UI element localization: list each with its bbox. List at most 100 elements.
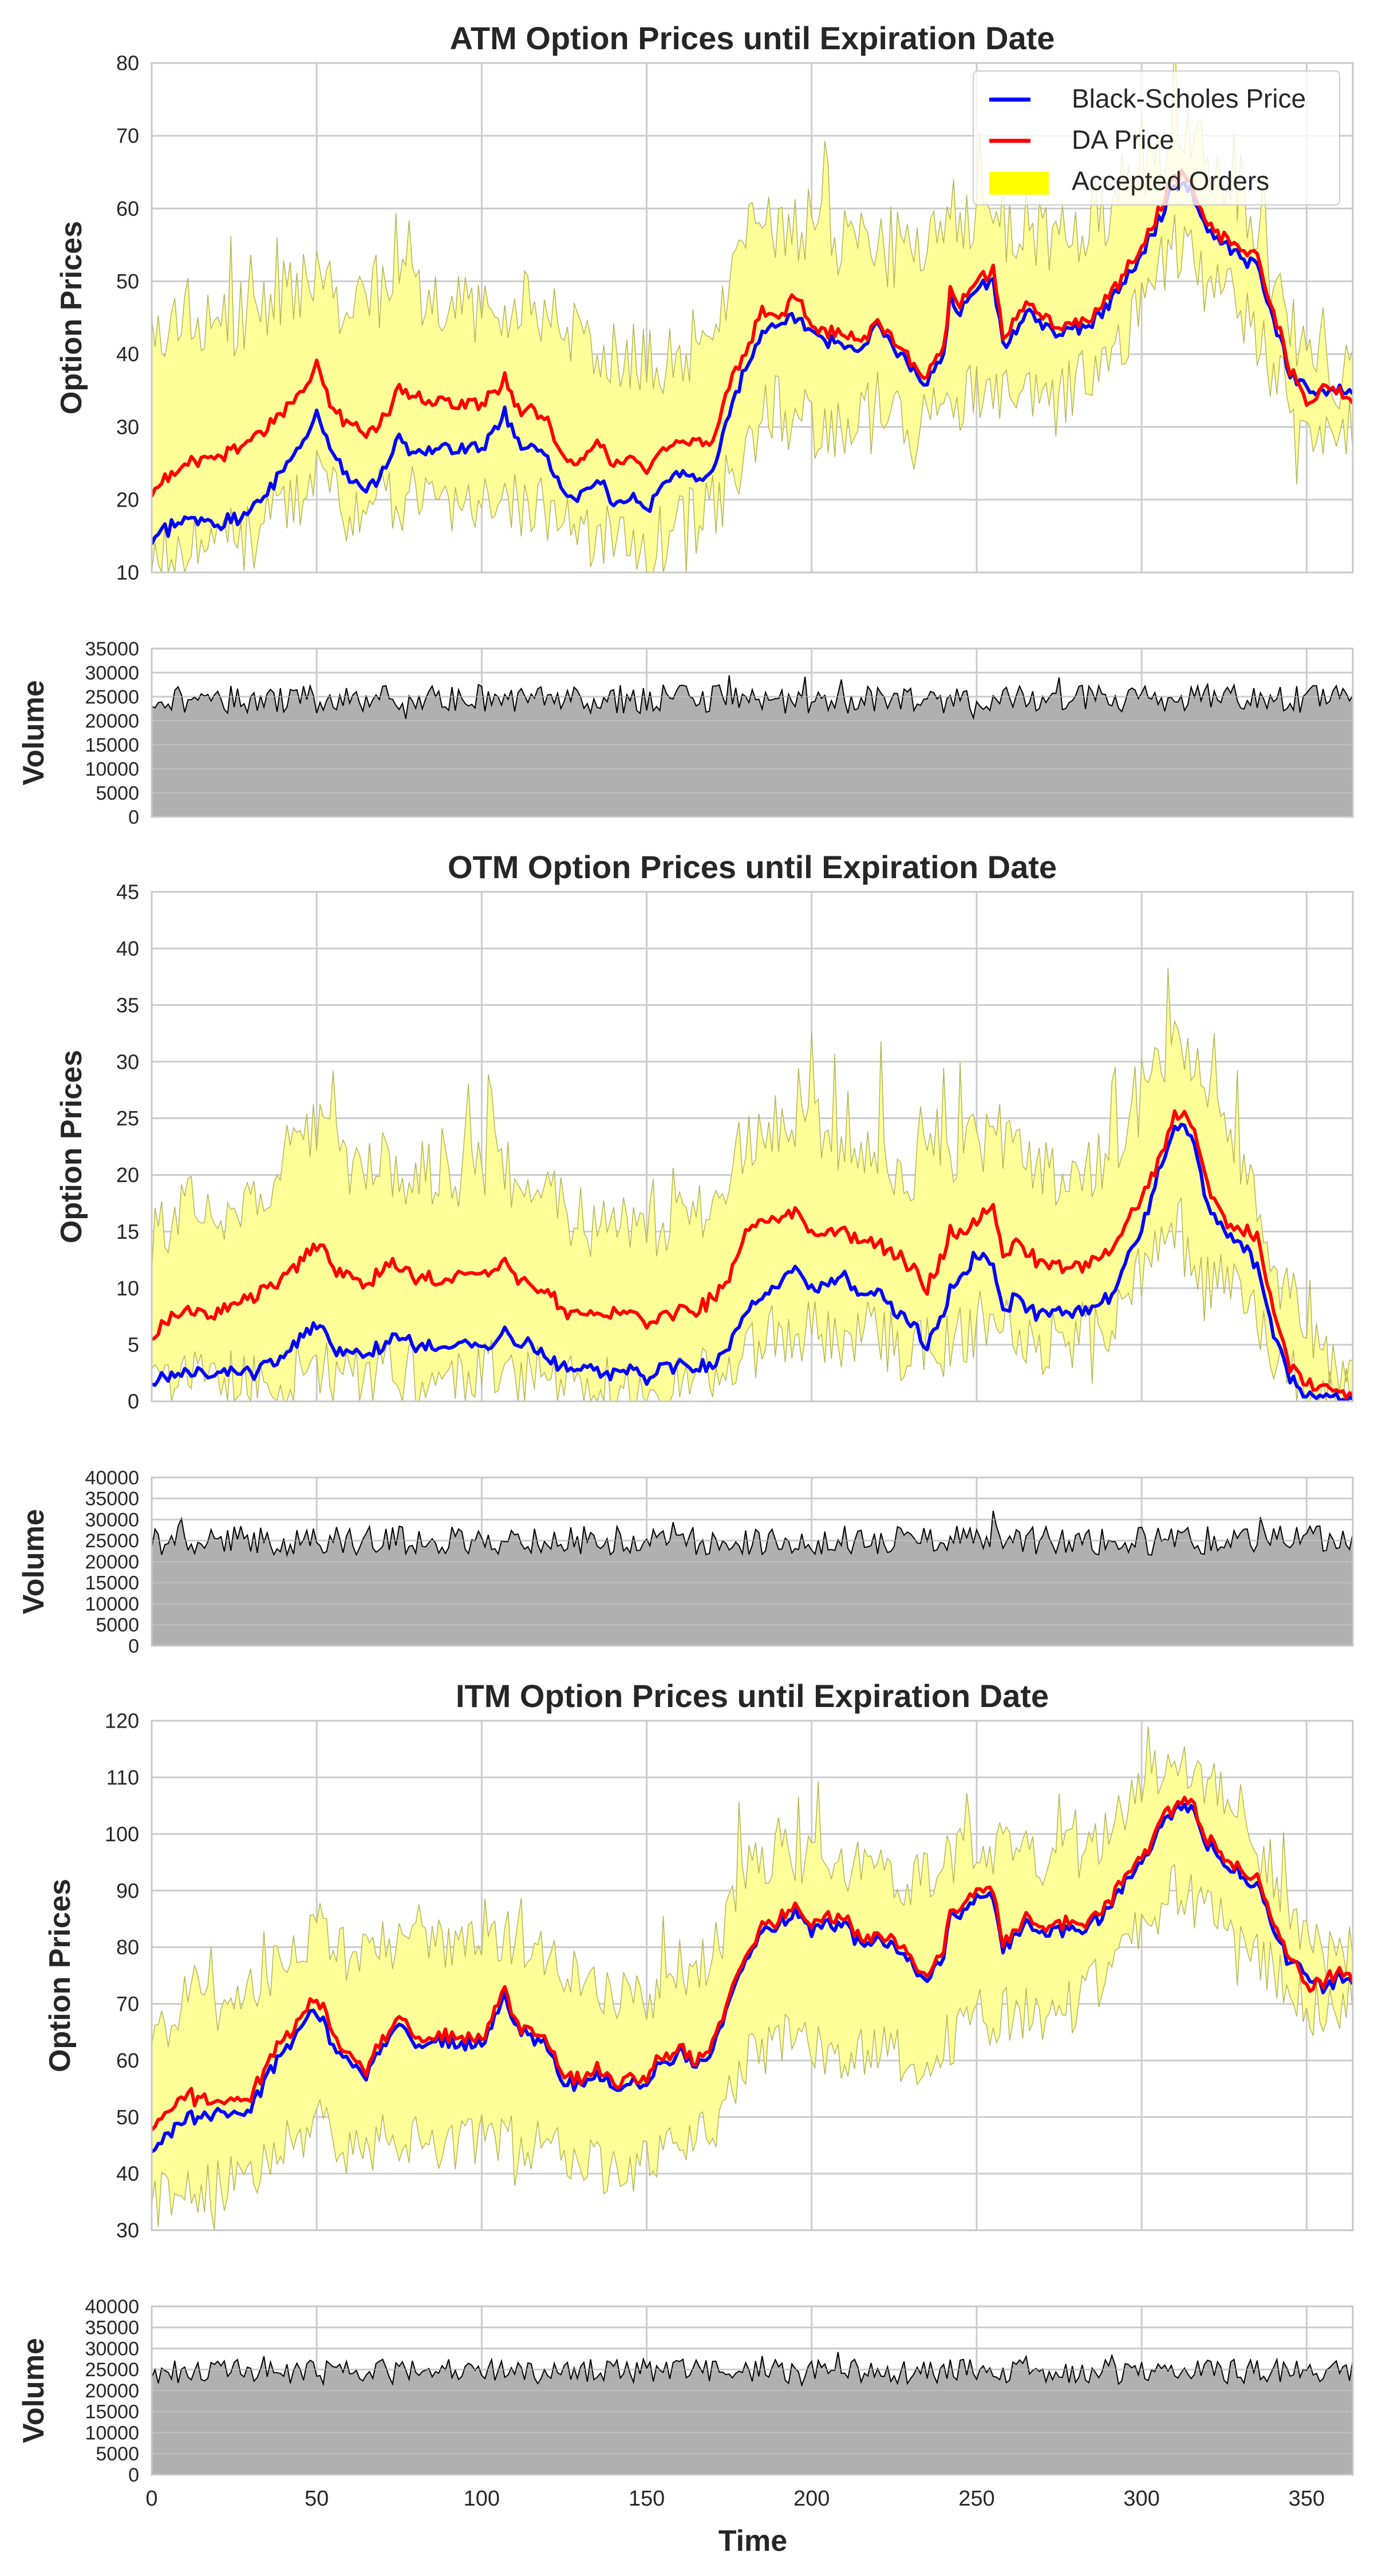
itm_price-da-price-line	[152, 1795, 1353, 2131]
atm_price-ytick-label: 30	[116, 415, 139, 438]
itm_volume-ytick-label: 30000	[85, 2338, 139, 2360]
itm_price-y-axis-label: Option Prices	[44, 1879, 77, 2072]
itm_price-ytick-label: 30	[116, 2219, 139, 2242]
otm_volume-ytick-label: 20000	[85, 1551, 139, 1573]
itm_volume-xtick-label: 150	[629, 2487, 665, 2511]
itm_volume-xtick-label: 50	[305, 2487, 329, 2511]
atm_price-black-scholes-line	[152, 180, 1353, 545]
otm_volume-ytick-label: 0	[128, 1635, 139, 1657]
otm_price-title: OTM Option Prices until Expiration Date	[448, 849, 1057, 885]
itm_price-ytick-label: 50	[116, 2105, 139, 2129]
atm_price-da-price-line	[152, 168, 1353, 497]
otm_price-ytick-label: 0	[128, 1390, 139, 1413]
otm_price-ytick-label: 35	[116, 993, 139, 1017]
itm_volume-xtick-label: 350	[1289, 2487, 1325, 2511]
itm_volume-xtick-label: 200	[793, 2487, 830, 2511]
atm_volume-ytick-label: 25000	[85, 686, 139, 708]
itm_price-panel: 30 40 50 60 70 80 90 100 110 120 Option Prices ITM …	[44, 1678, 1354, 2242]
atm_volume-ytick-label: 35000	[85, 638, 139, 660]
atm_price-ytick-label: 10	[116, 561, 139, 584]
x-axis-label: Time	[718, 2524, 787, 2558]
otm_volume-ytick-label: 35000	[85, 1488, 139, 1510]
otm_volume-ytick-label: 40000	[85, 1467, 139, 1489]
itm_volume-ytick-label: 35000	[85, 2317, 139, 2339]
atm_price-accepted-orders-band	[152, 63, 1353, 572]
atm_volume-ytick-label: 0	[128, 807, 139, 828]
itm_volume-xtick-label: 100	[464, 2487, 500, 2511]
atm_price-ytick-label: 60	[116, 197, 139, 220]
itm_volume-ytick-label: 10000	[85, 2422, 139, 2444]
otm_volume-ytick-label: 30000	[85, 1509, 139, 1531]
itm_price-ytick-label: 60	[116, 2049, 139, 2072]
atm_volume-ytick-label: 20000	[85, 710, 139, 732]
otm_price-y-axis-label: Option Prices	[55, 1050, 88, 1243]
otm_volume-ytick-label: 15000	[85, 1573, 139, 1594]
itm_price-ytick-label: 70	[116, 1992, 139, 2016]
atm_price-title: ATM Option Prices until Expiration Date	[450, 20, 1055, 56]
otm_volume-plot-area	[152, 1477, 1353, 1646]
otm_price-accepted-orders-band	[152, 967, 1353, 1401]
itm_volume-xtick-label: 300	[1123, 2487, 1159, 2511]
otm_volume-volume-area	[152, 1511, 1353, 1646]
otm_volume-y-axis-label: Volume	[17, 1509, 50, 1614]
atm_volume-volume-area	[152, 675, 1353, 817]
itm_volume-ytick-label: 0	[128, 2464, 139, 2486]
atm_price-frame	[151, 62, 1354, 574]
itm_volume-volume-area	[152, 2352, 1353, 2475]
itm_volume-panel: 0500010000150002000025000300003500040000…	[17, 2296, 1354, 2511]
otm_volume-panel: 0500010000150002000025000300003500040000…	[17, 1467, 1354, 1657]
itm_price-ytick-label: 90	[116, 1879, 139, 1902]
atm_volume-frame	[151, 647, 1354, 818]
otm_price-panel: 0 5 10 15 20 25 30 35 40 45 Option Prices OTM Optio…	[55, 849, 1354, 1413]
itm_volume-plot-area	[152, 2306, 1353, 2475]
itm_price-ytick-label: 40	[116, 2162, 139, 2186]
itm_volume-ytick-label: 40000	[85, 2296, 139, 2318]
otm_price-frame	[151, 891, 1354, 1402]
otm_price-ytick-label: 25	[116, 1107, 139, 1130]
atm_volume-plot-area	[152, 649, 1353, 817]
legend-bs-label: Black-Scholes Price	[1072, 84, 1306, 113]
otm_price-ytick-label: 10	[116, 1277, 139, 1300]
itm_price-accepted-orders-band	[152, 1726, 1353, 2230]
atm_volume-ytick-label: 15000	[85, 734, 139, 756]
otm_price-ytick-label: 5	[128, 1333, 139, 1357]
itm_volume-xtick-label: 250	[958, 2487, 994, 2511]
itm_volume-ytick-label: 25000	[85, 2359, 139, 2381]
itm_volume-frame	[151, 2305, 1354, 2476]
atm_price-ytick-label: 40	[116, 342, 139, 366]
atm_price-ytick-label: 80	[116, 52, 139, 75]
otm_price-ytick-label: 30	[116, 1050, 139, 1073]
itm_volume-y-axis-label: Volume	[17, 2338, 50, 2443]
atm_price-ytick-label: 70	[116, 124, 139, 148]
legend: Black-Scholes Price DA Price Accepted Or…	[973, 70, 1340, 206]
itm_volume-xtick-label: 0	[145, 2487, 157, 2511]
otm_volume-ytick-label: 5000	[96, 1614, 139, 1636]
otm_price-ytick-label: 40	[116, 937, 139, 960]
itm_volume-volume-line	[152, 2352, 1353, 2387]
legend-band-label: Accepted Orders	[1072, 166, 1269, 196]
itm_price-ytick-label: 110	[106, 1765, 139, 1789]
atm_volume-y-axis-label: Volume	[17, 680, 50, 785]
atm_price-plot-area	[152, 63, 1353, 572]
itm_price-ytick-label: 120	[105, 1709, 139, 1733]
otm_price-ytick-label: 45	[116, 880, 139, 904]
otm_volume-ytick-label: 25000	[85, 1530, 139, 1552]
itm_price-frame	[151, 1720, 1354, 2231]
legend-band-swatch	[989, 172, 1049, 195]
itm_price-title: ITM Option Prices until Expiration Date	[456, 1678, 1049, 1714]
itm_volume-ytick-label: 5000	[96, 2443, 139, 2465]
itm_volume-ytick-label: 15000	[85, 2401, 139, 2423]
atm_price-y-axis-label: Option Prices	[55, 221, 88, 414]
otm_price-plot-area	[152, 967, 1353, 1401]
itm_volume-ytick-label: 20000	[85, 2380, 139, 2402]
legend-da-label: DA Price	[1072, 125, 1174, 155]
otm_price-da-price-line	[152, 1109, 1353, 1400]
otm_price-black-scholes-line	[152, 1123, 1353, 1401]
otm_price-ytick-label: 20	[116, 1163, 139, 1187]
itm_price-plot-area	[152, 1726, 1353, 2230]
atm_volume-ytick-label: 30000	[85, 662, 139, 684]
otm_price-ytick-label: 15	[116, 1220, 139, 1243]
